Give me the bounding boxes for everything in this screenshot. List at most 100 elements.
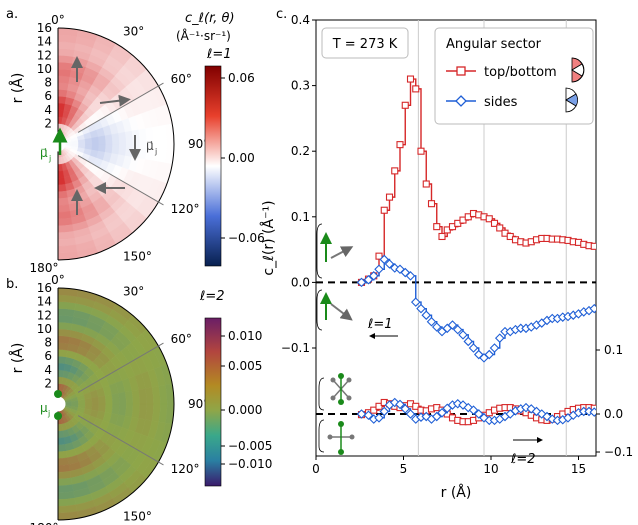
data-point-sides [379,406,390,417]
polar-b-cell [111,403,120,415]
data-point-top-bottom [375,402,383,410]
polar-b-cell [124,390,134,405]
data-point-sides [363,410,374,421]
line-chart-series [356,75,596,426]
polar-a-angle-label: 30° [123,24,144,38]
polar-b-r-tick: 4 [44,363,52,377]
x-axis-label: r (Å) [441,484,472,501]
dipole-arrows-a [52,56,141,215]
data-point-top-bottom [433,223,441,231]
polar-b-angle-label: 90° [188,397,209,411]
polar-a-cell [57,82,69,91]
polar-plot-b [57,287,175,521]
data-point-sides [368,271,379,281]
data-point-sides [589,407,596,417]
polar-b-cell [57,430,65,439]
data-point-sides [379,254,390,265]
colorbar-b [204,317,222,487]
polar-b-r-tick: 14 [37,295,52,309]
polar-a-cell [98,143,106,153]
polar-a-angle-label: 150° [123,250,152,264]
dipole-label-a-right: μ⃗ [146,139,154,153]
annotation-l2: ℓ=2 [510,452,536,467]
polar-b-cell [124,403,134,418]
data-point-sides [384,259,395,269]
polar-b-center-hole [50,396,66,412]
y-axis-label: c_ℓ(r) (Å⁻¹) [260,200,277,275]
legend-entry-sides: sides [484,95,518,110]
x-tick-label: 0 [312,462,320,476]
x-tick-label: 5 [400,462,408,476]
polar-a-center-hole [50,136,66,152]
polar-b-cell [57,464,71,473]
right-y-tick-label: 0.1 [604,343,623,357]
polar-a-r-axis-label: r (Å) [9,73,26,104]
x-tick-label: 15 [571,462,586,476]
polar-a-cell [104,134,113,145]
data-point-sides [437,407,447,418]
data-point-top-bottom [380,206,388,214]
colorbar-a-ticks: 0.06 0.00 −0.06 [221,71,265,245]
data-point-sides [363,274,374,285]
data-point-top-bottom [485,215,493,223]
data-point-top-bottom [412,85,420,93]
data-point-top-bottom [438,232,446,241]
polar-a-outer-arc [57,27,175,261]
polar-a-cell [111,133,120,145]
polar-b-cell [118,403,127,417]
data-point-sides [356,277,367,288]
y-tick-label: 0.2 [291,144,310,158]
polar-a-angle-label: 0° [51,13,65,27]
annotation-l1: ℓ=1 [367,317,393,332]
y-tick-label: 0.0 [291,275,310,289]
colorbar-b-ticks: 0.010 0.005 0.000 −0.005 −0.010 [221,329,272,471]
data-point-sides [410,297,421,307]
polar-a-angle-label: 90° [188,137,209,151]
legend-marker-sides [455,95,467,107]
data-point-sides [589,303,596,314]
y-tick-label: 0.4 [291,13,310,27]
dipole-sub-b: j [47,409,50,418]
data-point-top-bottom [385,193,394,201]
panel-a-label: a. [6,7,18,22]
polar-a-cell [111,143,120,155]
data-point-sides [452,324,463,335]
dipole-sub-a: j [48,154,51,163]
data-point-sides [468,343,479,353]
dipole-icon-l1-up [316,223,354,279]
polar-a-angle-label: 120° [171,202,200,216]
polar-b-angle-label: 30° [123,284,144,298]
data-point-sides [473,409,484,419]
legend-marker-top-bottom [456,66,466,76]
data-point-top-bottom [490,219,499,227]
colorbar-b-tick-label: 0.000 [228,403,262,417]
polar-a-angle-label: 180° [30,261,59,275]
data-point-sides [431,411,442,422]
colorbar-title: c_ℓ(r, θ) [185,11,235,26]
x-tick-label: 10 [483,462,498,476]
polar-a-r-tick: 6 [44,89,52,103]
right-y-tick-label: 0.0 [604,407,623,421]
polar-b-cell [57,444,67,452]
data-point-top-bottom [370,406,378,414]
polar-b-line-60 [77,342,164,393]
colorbar-b-tick-label: 0.010 [228,329,262,343]
polar-b-line-120 [77,415,164,466]
data-point-top-bottom [427,200,436,208]
polar-b-cell [57,315,74,324]
polar-a-cell [57,204,71,213]
polar-a-cell [57,96,67,104]
polar-b-cell [98,403,106,413]
polar-plot-a [57,27,175,261]
polar-b-r-tick: 6 [44,349,52,363]
colorbar-a-ell: ℓ=1 [206,47,232,62]
colorbar-units: (Å⁻¹·sr⁻¹) [176,28,231,43]
dipole-icon-l1-down [316,289,353,331]
colorbar-b-ell: ℓ=2 [199,289,225,304]
polar-a-r-tick: 16 [37,21,52,35]
polar-a-cell [118,143,127,157]
polar-a-r-tick: 8 [44,76,52,90]
colorbar-a [204,65,222,267]
colorbar-a-tick-label: 0.00 [228,151,255,165]
polar-b-cell [57,470,72,480]
